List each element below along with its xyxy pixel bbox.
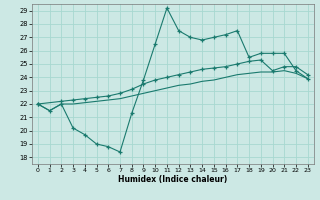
X-axis label: Humidex (Indice chaleur): Humidex (Indice chaleur): [118, 175, 228, 184]
